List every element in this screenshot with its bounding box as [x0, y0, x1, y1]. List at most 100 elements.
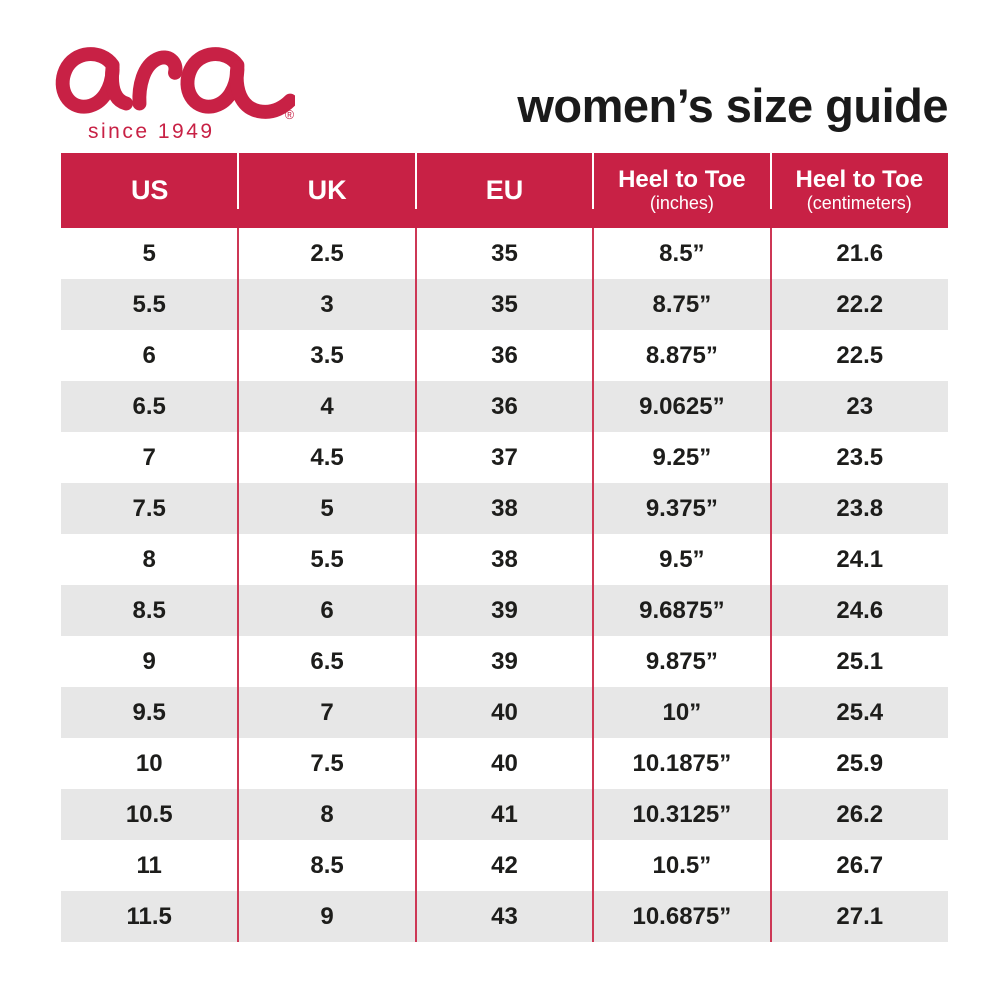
cell-us: 5	[142, 239, 156, 267]
cell-inches: 9.5”	[592, 534, 771, 585]
brand-tagline: since 1949	[88, 120, 215, 143]
cell-eu: 38	[414, 534, 594, 585]
cell-inches: 10.3125”	[592, 789, 771, 840]
col-header-heel-to-toe-centimeters: Heel to Toe (centimeters)	[769, 153, 948, 228]
size-row: 11 8.5 42 10.5” 26.7	[61, 840, 948, 891]
table-header-row: US UK EU Heel to Toe (inches) Heel	[61, 153, 948, 228]
cell-uk: 6	[237, 585, 416, 636]
col-header-us: US	[61, 153, 239, 228]
registered-trademark-icon: ®	[285, 108, 294, 120]
size-row: 6.5 4 36 9.0625” 23	[61, 381, 948, 432]
cell-us: 11	[136, 851, 162, 879]
cell-eu: 42	[414, 840, 594, 891]
page-title: women’s size guide	[517, 79, 948, 132]
cell-eu: 36	[414, 381, 594, 432]
cell-centimeters: 23	[769, 381, 948, 432]
cell-uk: 7.5	[237, 738, 416, 789]
cell-inches: 8.875”	[592, 330, 771, 381]
cell-uk: 9	[237, 891, 416, 942]
cell-inches: 9.875”	[592, 636, 771, 687]
cell-us: 6	[142, 341, 156, 369]
size-row: 7.5 5 38 9.375” 23.8	[61, 483, 948, 534]
cell-inches: 8.75”	[592, 279, 771, 330]
cell-eu: 39	[414, 585, 594, 636]
cell-centimeters: 27.1	[769, 891, 948, 942]
cell-inches: 9.6875”	[592, 585, 771, 636]
cell-us: 7.5	[61, 483, 239, 534]
cell-uk: 4.5	[237, 432, 416, 483]
cell-us: 9.5	[61, 687, 239, 738]
cell-inches: 10.1875”	[592, 738, 771, 789]
cell-us: 10	[135, 749, 163, 777]
cell-centimeters: 25.4	[769, 687, 948, 738]
cell-uk: 4	[237, 381, 416, 432]
cell-centimeters: 21.6	[769, 228, 948, 279]
header-divider	[414, 153, 417, 209]
cell-centimeters: 26.7	[769, 840, 948, 891]
cell-eu: 36	[414, 330, 594, 381]
size-row: 5 2.5 35 8.5” 21.6	[61, 228, 948, 279]
cell-inches: 8.5”	[592, 228, 771, 279]
cell-uk: 3	[237, 279, 416, 330]
size-row: 5.5 3 35 8.75” 22.2	[61, 279, 948, 330]
cell-centimeters: 23.8	[769, 483, 948, 534]
header-divider	[237, 153, 240, 209]
cell-uk: 8.5	[237, 840, 416, 891]
col-header-heel-to-toe-inches: Heel to Toe (inches)	[592, 153, 771, 228]
cell-centimeters: 25.1	[769, 636, 948, 687]
cell-centimeters: 26.2	[769, 789, 948, 840]
cell-eu: 41	[414, 789, 594, 840]
size-row: 10 7.5 40 10.1875” 25.9	[61, 738, 948, 789]
cell-uk: 3.5	[237, 330, 416, 381]
size-row: 8 5.5 38 9.5” 24.1	[61, 534, 948, 585]
cell-us: 5.5	[61, 279, 239, 330]
size-row: 6 3.5 36 8.875” 22.5	[61, 330, 948, 381]
cell-us: 7	[142, 443, 156, 471]
cell-inches: 10.5”	[592, 840, 771, 891]
ara-logo: ® since 1949	[55, 38, 305, 144]
cell-us: 9	[142, 647, 156, 675]
cell-inches: 9.375”	[592, 483, 771, 534]
women-size-guide-table: US UK EU Heel to Toe (inches) Heel	[61, 153, 948, 942]
cell-eu: 43	[414, 891, 594, 942]
cell-centimeters: 23.5	[769, 432, 948, 483]
col-header-eu: EU	[414, 153, 594, 228]
header-divider	[592, 153, 595, 209]
size-row: 10.5 8 41 10.3125” 26.2	[61, 789, 948, 840]
cell-uk: 7	[237, 687, 416, 738]
cell-centimeters: 24.6	[769, 585, 948, 636]
size-row: 11.5 9 43 10.6875” 27.1	[61, 891, 948, 942]
cell-centimeters: 22.2	[769, 279, 948, 330]
cell-centimeters: 22.5	[769, 330, 948, 381]
header-divider	[769, 153, 772, 209]
cell-centimeters: 24.1	[769, 534, 948, 585]
cell-uk: 8	[237, 789, 416, 840]
cell-inches: 9.25”	[592, 432, 771, 483]
cell-us: 8.5	[61, 585, 239, 636]
cell-uk: 2.5	[237, 228, 416, 279]
cell-uk: 5	[237, 483, 416, 534]
cell-eu: 40	[414, 738, 594, 789]
cell-eu: 38	[414, 483, 594, 534]
cell-inches: 10.6875”	[592, 891, 771, 942]
size-row: 9 6.5 39 9.875” 25.1	[61, 636, 948, 687]
cell-eu: 39	[414, 636, 594, 687]
cell-eu: 40	[414, 687, 594, 738]
cell-us: 8	[142, 545, 156, 573]
cell-uk: 5.5	[237, 534, 416, 585]
ara-logo-script-icon: ®	[55, 47, 295, 120]
cell-us: 10.5	[61, 789, 239, 840]
cell-us: 11.5	[61, 891, 239, 942]
cell-eu: 35	[414, 228, 594, 279]
cell-uk: 6.5	[237, 636, 416, 687]
col-header-uk: UK	[237, 153, 416, 228]
size-row: 8.5 6 39 9.6875” 24.6	[61, 585, 948, 636]
cell-eu: 35	[414, 279, 594, 330]
cell-inches: 9.0625”	[592, 381, 771, 432]
cell-inches: 10”	[592, 687, 771, 738]
cell-centimeters: 25.9	[769, 738, 948, 789]
cell-us: 6.5	[61, 381, 239, 432]
cell-eu: 37	[414, 432, 594, 483]
size-row: 7 4.5 37 9.25” 23.5	[61, 432, 948, 483]
